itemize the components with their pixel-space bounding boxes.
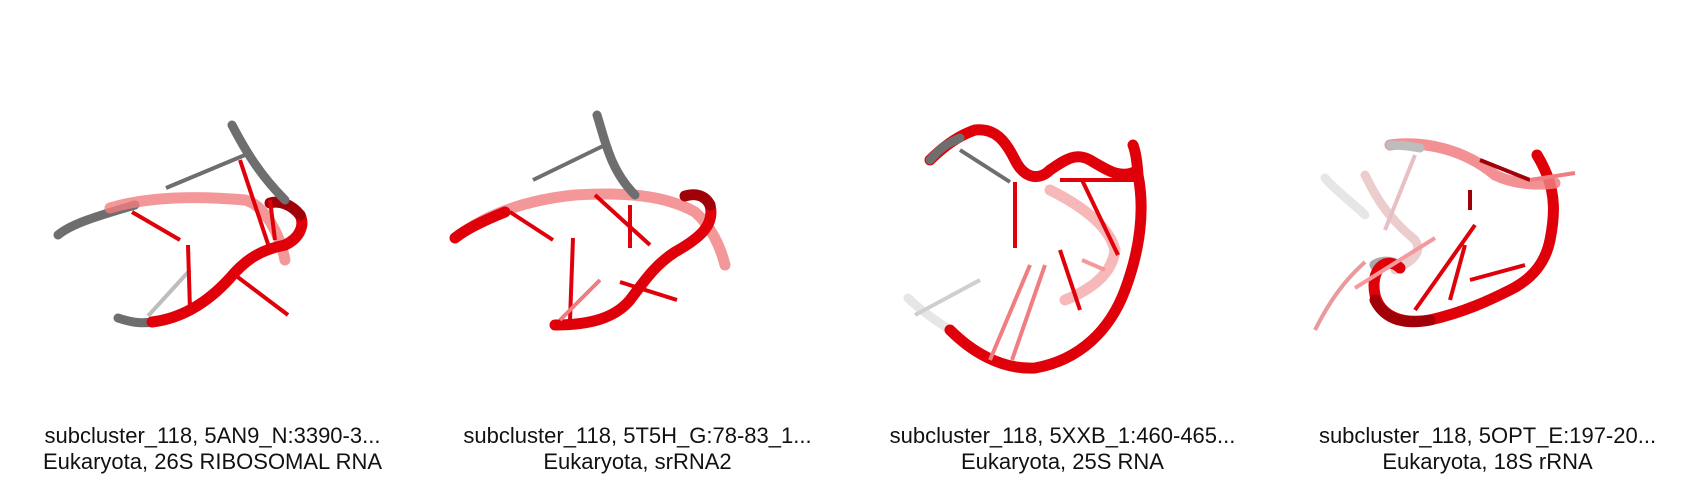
organism-caption: Eukaryota, 26S RIBOSOMAL RNA <box>42 449 383 474</box>
structure-card-4[interactable]: subcluster_118, 5OPT_E:197-20... Eukaryo… <box>1275 0 1700 480</box>
rna-structure-image-2 <box>449 110 731 331</box>
rna-structure-image-4 <box>1313 138 1576 331</box>
structure-card-2[interactable]: subcluster_118, 5T5H_G:78-83_1... Eukary… <box>425 0 850 480</box>
structure-card-1[interactable]: subcluster_118, 5AN9_N:3390-3... Eukaryo… <box>0 0 425 480</box>
organism-caption: Eukaryota, 25S RNA <box>961 449 1164 474</box>
rna-structure-image-3 <box>903 124 1147 374</box>
organism-caption: Eukaryota, 18S rRNA <box>1382 449 1593 474</box>
rna-structure-image-1 <box>53 120 308 328</box>
structure-id-caption: subcluster_118, 5XXB_1:460-465... <box>889 423 1236 448</box>
structure-id-caption: subcluster_118, 5AN9_N:3390-3... <box>44 423 381 448</box>
structure-id-caption: subcluster_118, 5T5H_G:78-83_1... <box>463 423 812 448</box>
organism-caption: Eukaryota, srRNA2 <box>543 449 732 474</box>
structure-id-caption: subcluster_118, 5OPT_E:197-20... <box>1318 423 1657 448</box>
structure-card-3[interactable]: subcluster_118, 5XXB_1:460-465... Eukary… <box>850 0 1275 480</box>
